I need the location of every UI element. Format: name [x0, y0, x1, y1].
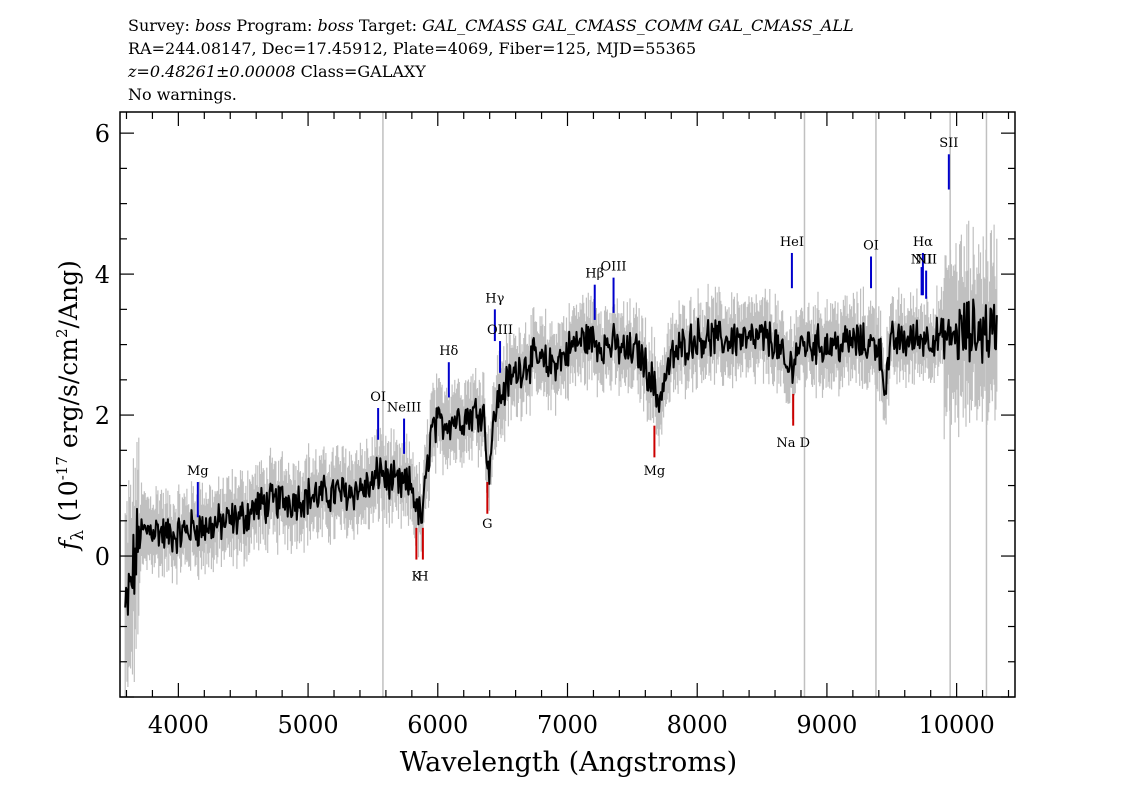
redshift-value: z=0.48261±0.00008: [128, 62, 296, 81]
survey-label: Survey:: [128, 16, 190, 35]
ylabel-tail: /Ang): [54, 260, 83, 328]
line-label: OIII: [601, 260, 627, 275]
line-label: OI: [370, 390, 386, 405]
target-label: Target:: [358, 16, 418, 35]
line-label: Mg: [644, 464, 666, 479]
ylabel-ten: (10: [54, 480, 83, 530]
program-label: Program:: [236, 16, 313, 35]
y-tick-label: 6: [95, 120, 110, 148]
line-label: SII: [939, 136, 958, 151]
line-label: H: [417, 570, 428, 585]
spectrum-header: Survey: boss Program: boss Target: GAL_C…: [128, 14, 854, 106]
class-value: Class=GALAXY: [300, 62, 426, 81]
plot-frame: [119, 111, 1016, 698]
flux-line: [124, 298, 998, 616]
line-label: NII: [915, 253, 937, 268]
axis-ticks: 4000 5000 6000 7000 8000 9000 10000 0 2 4 6: [95, 112, 1015, 739]
ylabel-sq: 2: [53, 328, 71, 338]
program-value: boss: [317, 16, 354, 35]
survey-value: boss: [194, 16, 232, 35]
x-tick-label: 5000: [278, 711, 339, 739]
y-tick-label: 4: [95, 261, 110, 289]
warnings-line: No warnings.: [128, 85, 237, 104]
x-tick-label: 9000: [796, 711, 857, 739]
x-tick-label: 4000: [148, 711, 209, 739]
x-axis-label: Wavelength (Angstroms): [400, 747, 737, 778]
error-band: [124, 220, 998, 697]
coords-line: RA=244.08147, Dec=17.45912, Plate=4069, …: [128, 39, 697, 58]
y-axis-label: fλ (10-17 erg/s/cm2/Ang): [53, 260, 88, 552]
line-label: Hγ: [485, 291, 504, 306]
line-label: Hα: [913, 235, 933, 250]
ylabel-f: f: [54, 537, 83, 552]
redshift-line: z=0.48261±0.00008 Class=GALAXY: [128, 60, 854, 83]
ylabel-exp: -17: [53, 456, 71, 480]
ylabel-lambda: λ: [68, 530, 88, 541]
x-tick-label: 10000: [918, 711, 994, 739]
line-label: NeIII: [387, 401, 421, 416]
y-tick-label: 0: [95, 543, 110, 571]
survey-line: Survey: boss Program: boss Target: GAL_C…: [128, 14, 854, 37]
line-label: HeI: [780, 235, 804, 250]
line-label: OI: [863, 238, 879, 253]
x-tick-label: 6000: [407, 711, 468, 739]
x-tick-label: 8000: [667, 711, 728, 739]
line-label: Hδ: [439, 344, 458, 359]
line-label: G: [482, 517, 492, 532]
y-axis-label-text: fλ (10-17 erg/s/cm2/Ang): [53, 260, 88, 552]
ylabel-units: erg/s/cm: [54, 338, 83, 456]
line-label: Hβ: [585, 267, 604, 282]
line-label: K: [412, 570, 422, 585]
line-label: NII: [911, 253, 933, 268]
y-tick-label: 2: [95, 402, 110, 430]
line-label: Na D: [776, 436, 810, 451]
line-label: OIII: [487, 323, 513, 338]
flux-series: [124, 298, 998, 616]
line-label: Mg: [187, 464, 209, 479]
error-strokes: [124, 220, 998, 697]
x-tick-label: 7000: [537, 711, 598, 739]
target-value: GAL_CMASS GAL_CMASS_COMM GAL_CMASS_ALL: [422, 16, 854, 35]
